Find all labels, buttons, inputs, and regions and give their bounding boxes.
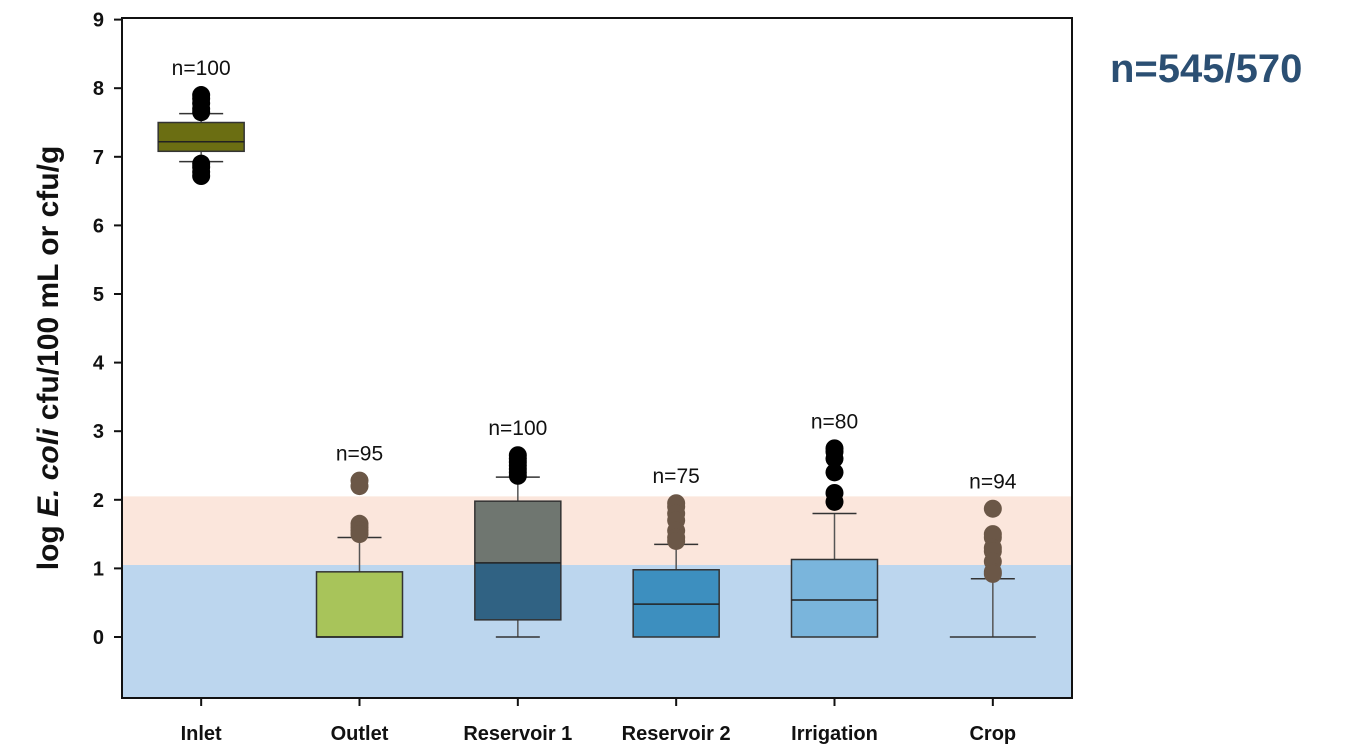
outlier-point <box>350 525 369 544</box>
y-tick-label: 2 <box>93 490 104 512</box>
box-reservoir-2: n=75 <box>632 465 720 638</box>
outlier-point <box>350 477 369 496</box>
y-tick-label: 1 <box>93 558 104 580</box>
x-tick-label: Reservoir 1 <box>463 723 572 745</box>
x-tick-label: Outlet <box>331 723 389 745</box>
y-axis-label: log E. coli cfu/100 mL or cfu/g <box>32 146 65 571</box>
box-irrigation: n=80 <box>790 410 879 638</box>
x-axis: Inlet Outlet Reservoir 1 Reservoir 2 Irrigat… <box>181 698 1016 745</box>
sample-count-label: n=100 <box>488 417 547 440</box>
sample-count-label: n=100 <box>172 57 231 80</box>
outlier-point <box>983 499 1002 518</box>
outlier-point <box>983 564 1002 583</box>
y-tick-label: 9 <box>93 10 104 32</box>
y-tick-label: 4 <box>93 353 105 375</box>
box-body <box>157 121 245 153</box>
y-tick-label: 6 <box>93 215 104 237</box>
outlier-point <box>508 466 527 485</box>
sample-count-label: n=75 <box>653 465 700 488</box>
total-sample-count: n=545/570 <box>1110 47 1302 91</box>
outlier-point <box>825 449 844 468</box>
sample-count-label: n=95 <box>336 443 383 466</box>
y-axis: 0 1 2 3 4 5 6 7 8 9 <box>93 10 122 649</box>
box-lower-half <box>474 562 561 620</box>
threshold-band-0 <box>122 564 1072 698</box>
sample-count-label: n=80 <box>811 410 858 433</box>
box-outlet: n=95 <box>315 443 404 638</box>
box-inlet: n=100 <box>157 57 245 186</box>
y-tick-label: 5 <box>93 284 104 306</box>
outlier-point <box>825 492 844 511</box>
y-tick-label: 3 <box>93 421 104 443</box>
box-crop: n=94 <box>949 471 1036 638</box>
box-body <box>315 571 404 638</box>
outlier-point <box>192 167 211 186</box>
plot-frame <box>121 17 1073 699</box>
y-tick-label: 8 <box>93 78 104 100</box>
outlier-point <box>667 531 686 550</box>
sample-count-label: n=94 <box>969 471 1017 494</box>
box-reservoir-1: n=100 <box>474 417 562 638</box>
outlier-point <box>825 463 844 482</box>
threshold-bands <box>122 496 1072 698</box>
x-tick-label: Reservoir 2 <box>622 723 731 745</box>
x-tick-label: Crop <box>969 723 1016 745</box>
x-tick-label: Irrigation <box>791 723 878 745</box>
threshold-band-1 <box>122 496 1072 565</box>
box-series: n=100 n=95 n=100 n=75 n=80 n=94 <box>157 57 1036 638</box>
y-tick-label: 0 <box>93 627 104 649</box>
box-outline <box>474 500 562 621</box>
x-tick-label: Inlet <box>181 723 222 745</box>
box-upper-half <box>474 501 561 563</box>
box-body <box>790 558 879 638</box>
outlier-point <box>192 103 211 122</box>
y-tick-label: 7 <box>93 147 104 169</box>
